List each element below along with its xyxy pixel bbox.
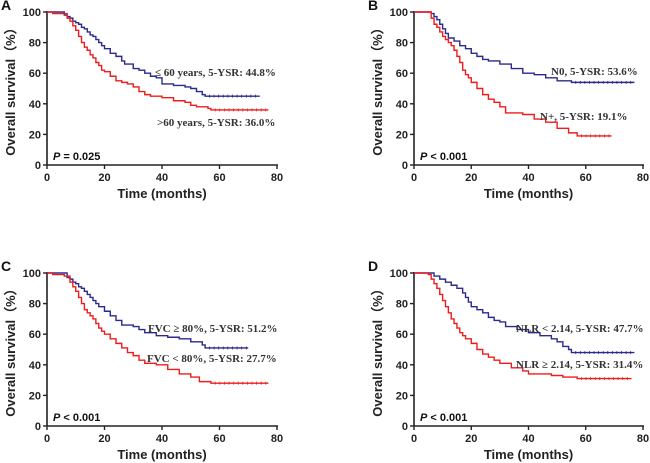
y-tick-label: 100 [390, 7, 408, 19]
x-tick-label: 0 [44, 172, 50, 184]
panel-a: A 0 20 40 60 80 100 0 20 40 60 80 Time (months) Overa… [1, 0, 283, 201]
x-tick-label: 0 [411, 433, 417, 445]
y-tick-label: 20 [29, 390, 41, 402]
series-annotation: ≤ 60 years, 5-YSR: 44.8% [155, 67, 276, 79]
y-tick-label: 100 [23, 7, 41, 19]
y-axis-label: Overall survival（%） [3, 21, 18, 155]
x-tick-label: 0 [44, 433, 50, 445]
p-value-text: < 0.001 [427, 151, 467, 163]
x-tick-label: 20 [98, 433, 110, 445]
x-tick-label: 60 [213, 433, 225, 445]
x-tick-label: 20 [465, 172, 477, 184]
p-value: P < 0.001 [420, 151, 467, 163]
x-axis-label: Time (months) [484, 447, 573, 462]
panel-label: A [1, 0, 11, 13]
y-tick-label: 60 [29, 329, 41, 341]
x-tick-label: 40 [156, 172, 168, 184]
p-value: P = 0.025 [53, 151, 100, 163]
y-tick-label: 80 [396, 38, 408, 50]
x-tick-label: 80 [637, 433, 649, 445]
y-tick-label: 100 [23, 268, 41, 280]
series-annotation: NLR ≥ 2.14, 5-YSR: 31.4% [516, 359, 643, 371]
y-tick-label: 60 [29, 68, 41, 80]
p-value: P < 0.001 [420, 412, 467, 424]
y-tick-label: 20 [396, 129, 408, 141]
y-tick-label: 80 [29, 38, 41, 50]
x-tick-label: 60 [580, 433, 592, 445]
series-annotation: NLR < 2.14, 5-YSR: 47.7% [516, 323, 644, 335]
panel-b: B 0 20 40 60 80 100 0 20 40 60 80 Time (months) Overa… [368, 0, 649, 201]
series-annotation: FVC < 80%, 5-YSR: 27.7% [147, 353, 277, 365]
p-value-text: < 0.001 [427, 412, 467, 424]
y-tick-label: 40 [29, 99, 41, 111]
y-tick-label: 60 [396, 329, 408, 341]
km-curve-blue [414, 272, 635, 354]
y-tick-label: 20 [396, 390, 408, 402]
y-tick-label: 80 [396, 299, 408, 311]
km-curve-red [47, 272, 269, 384]
km-curve-red [414, 11, 612, 137]
series-annotation: FVC ≥ 80%, 5-YSR: 51.2% [148, 323, 277, 335]
x-tick-label: 20 [465, 433, 477, 445]
km-curve-red [414, 272, 632, 380]
panel-label: B [368, 0, 378, 13]
x-tick-label: 60 [213, 172, 225, 184]
p-symbol: P [53, 151, 61, 163]
p-symbol: P [420, 151, 428, 163]
x-axis-label: Time (months) [484, 186, 573, 201]
p-symbol: P [420, 412, 428, 424]
y-tick-label: 0 [35, 160, 41, 172]
panel-d: D 0 20 40 60 80 100 0 20 40 60 80 Time (months) Overa… [368, 258, 649, 462]
x-tick-label: 40 [522, 433, 534, 445]
y-tick-label: 40 [396, 99, 408, 111]
p-symbol: P [53, 412, 61, 424]
km-curve-red [47, 11, 269, 111]
y-axis-label: Overall survival（%） [3, 282, 18, 416]
x-tick-label: 40 [522, 172, 534, 184]
x-tick-label: 80 [271, 433, 283, 445]
x-tick-label: 80 [637, 172, 649, 184]
panel-label: C [1, 258, 11, 274]
panel-label: D [368, 258, 378, 274]
y-axis-label: Overall survival（%） [370, 21, 385, 155]
panel-c: C 0 20 40 60 80 100 0 20 40 60 80 Time (months) Overa… [1, 258, 283, 462]
series-annotation: >60 years, 5-YSR: 36.0% [157, 117, 275, 129]
x-tick-label: 60 [580, 172, 592, 184]
y-tick-label: 60 [396, 68, 408, 80]
x-tick-label: 20 [98, 172, 110, 184]
p-value-text: = 0.025 [60, 151, 100, 163]
p-value: P < 0.001 [53, 412, 100, 424]
y-tick-label: 0 [402, 160, 408, 172]
km-curve-blue [414, 11, 635, 84]
x-tick-label: 0 [411, 172, 417, 184]
series-annotation: N0, 5-YSR: 53.6% [551, 66, 638, 78]
km-curve-blue [47, 272, 249, 349]
y-tick-label: 40 [29, 360, 41, 372]
y-tick-label: 0 [35, 421, 41, 433]
y-tick-label: 40 [396, 360, 408, 372]
y-tick-label: 80 [29, 299, 41, 311]
y-axis-label: Overall survival（%） [370, 282, 385, 416]
y-tick-label: 0 [402, 421, 408, 433]
y-tick-label: 20 [29, 129, 41, 141]
x-tick-label: 80 [271, 172, 283, 184]
km-curve-blue [47, 11, 260, 97]
y-tick-label: 100 [390, 268, 408, 280]
x-axis-label: Time (months) [117, 447, 206, 462]
x-tick-label: 40 [156, 433, 168, 445]
p-value-text: < 0.001 [60, 412, 100, 424]
x-axis-label: Time (months) [117, 186, 206, 201]
series-annotation: N+, 5-YSR: 19.1% [540, 111, 628, 123]
